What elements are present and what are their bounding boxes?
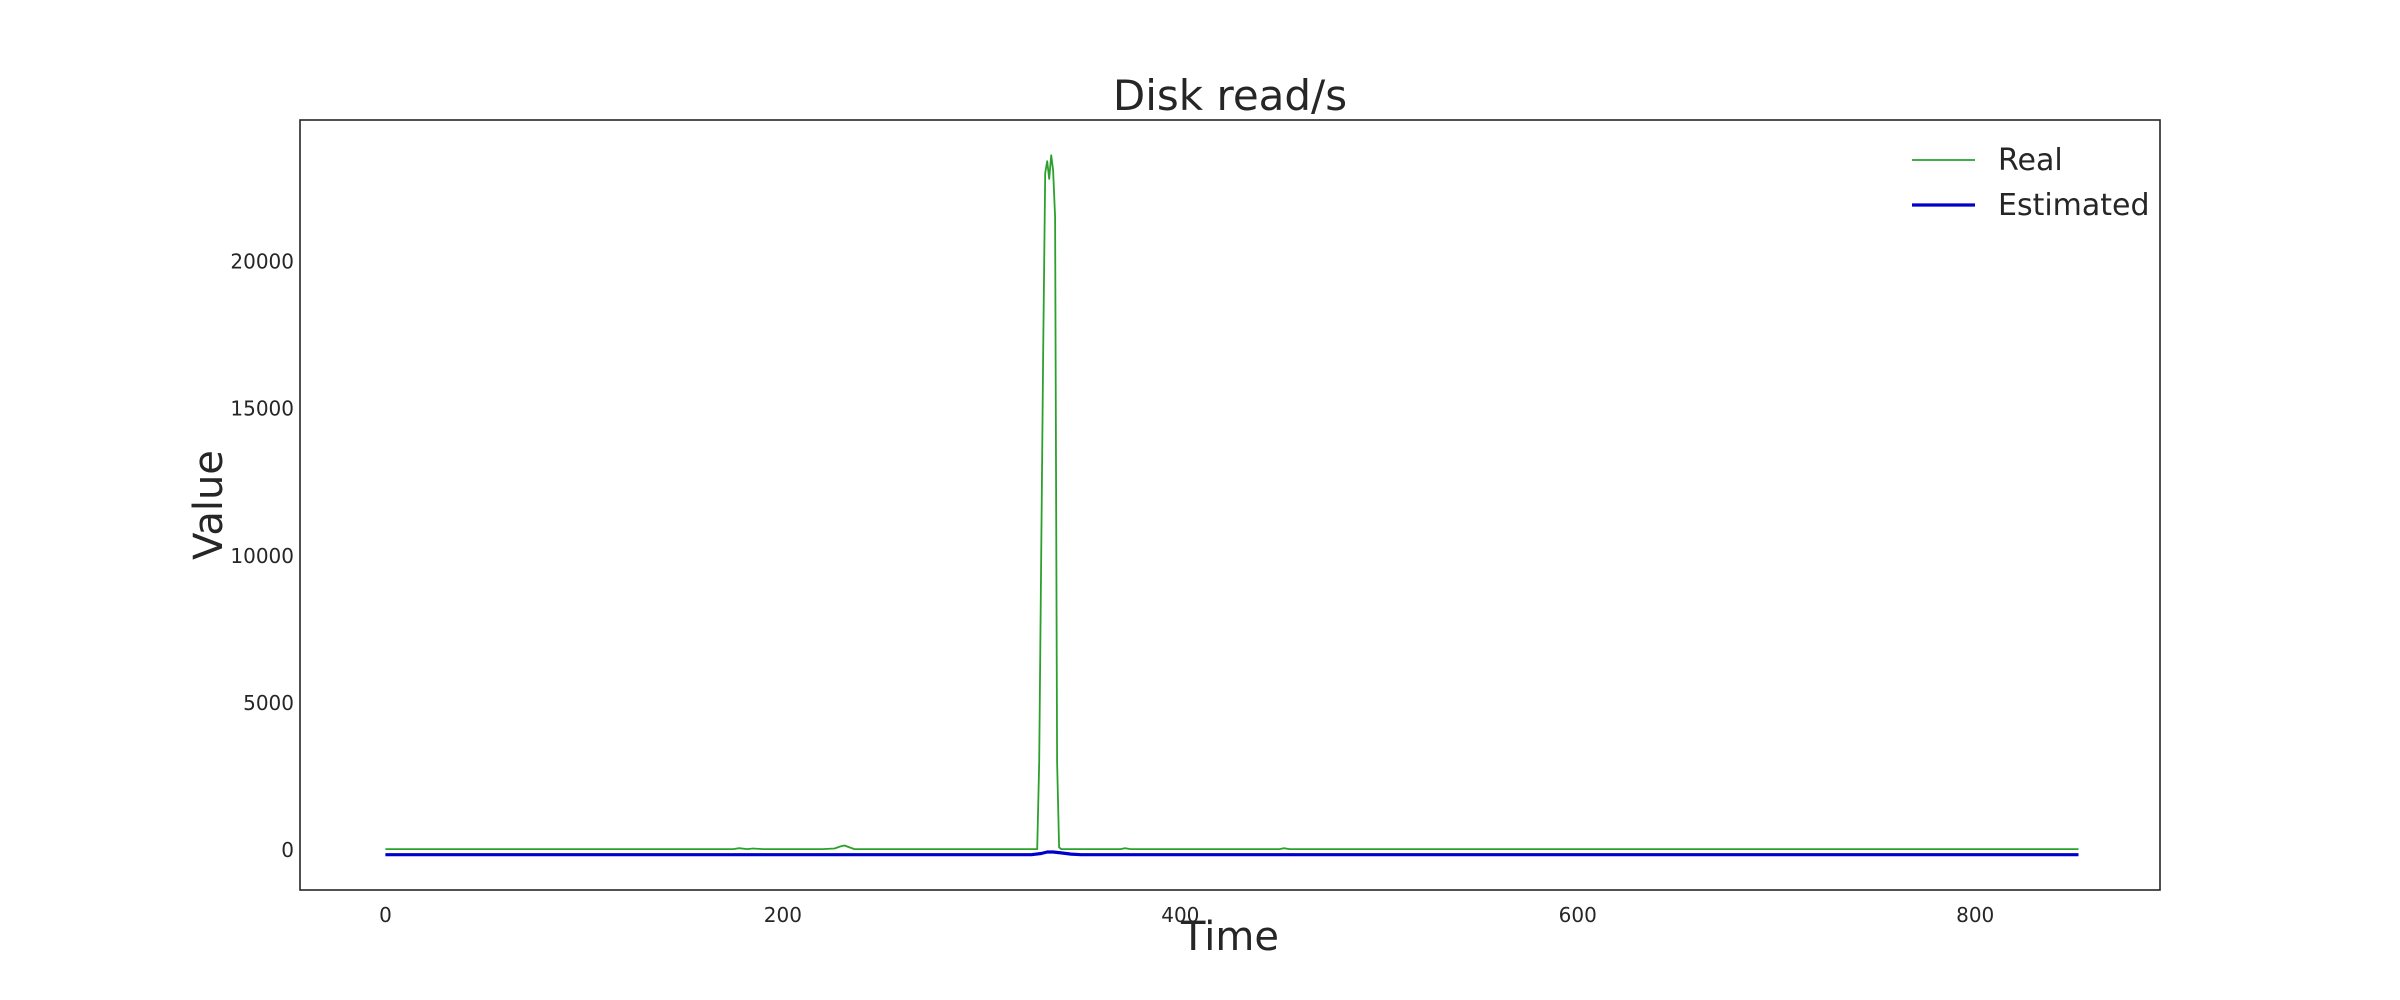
x-tick-label: 800 [1956,903,1994,927]
legend-label-real: Real [1998,143,2063,178]
y-axis-label: Value [186,450,232,560]
plot-frame [299,119,2161,891]
x-tick-label: 0 [379,903,392,927]
x-axis-label: Time [1180,914,1279,960]
y-tick-label: 5000 [243,691,294,715]
y-tick-label: 20000 [230,249,294,273]
x-tick-label: 600 [1559,903,1597,927]
legend-label-estimated: Estimated [1998,188,2150,223]
x-tick-label: 400 [1161,903,1199,927]
series-lines [385,154,2079,857]
y-axis-ticks: 0 5000 10000 15000 20000 [230,249,294,862]
chart-title: Disk read/s [1113,71,1347,120]
y-tick-label: 0 [281,838,294,862]
legend: Real Estimated [1912,143,2150,223]
x-axis-ticks: 0 200 400 600 800 [379,903,1994,927]
y-tick-label: 15000 [230,397,294,421]
x-tick-label: 200 [764,903,802,927]
y-tick-label: 10000 [230,544,294,568]
series-line-real [385,154,2079,850]
series-line-estimated [385,850,2079,857]
